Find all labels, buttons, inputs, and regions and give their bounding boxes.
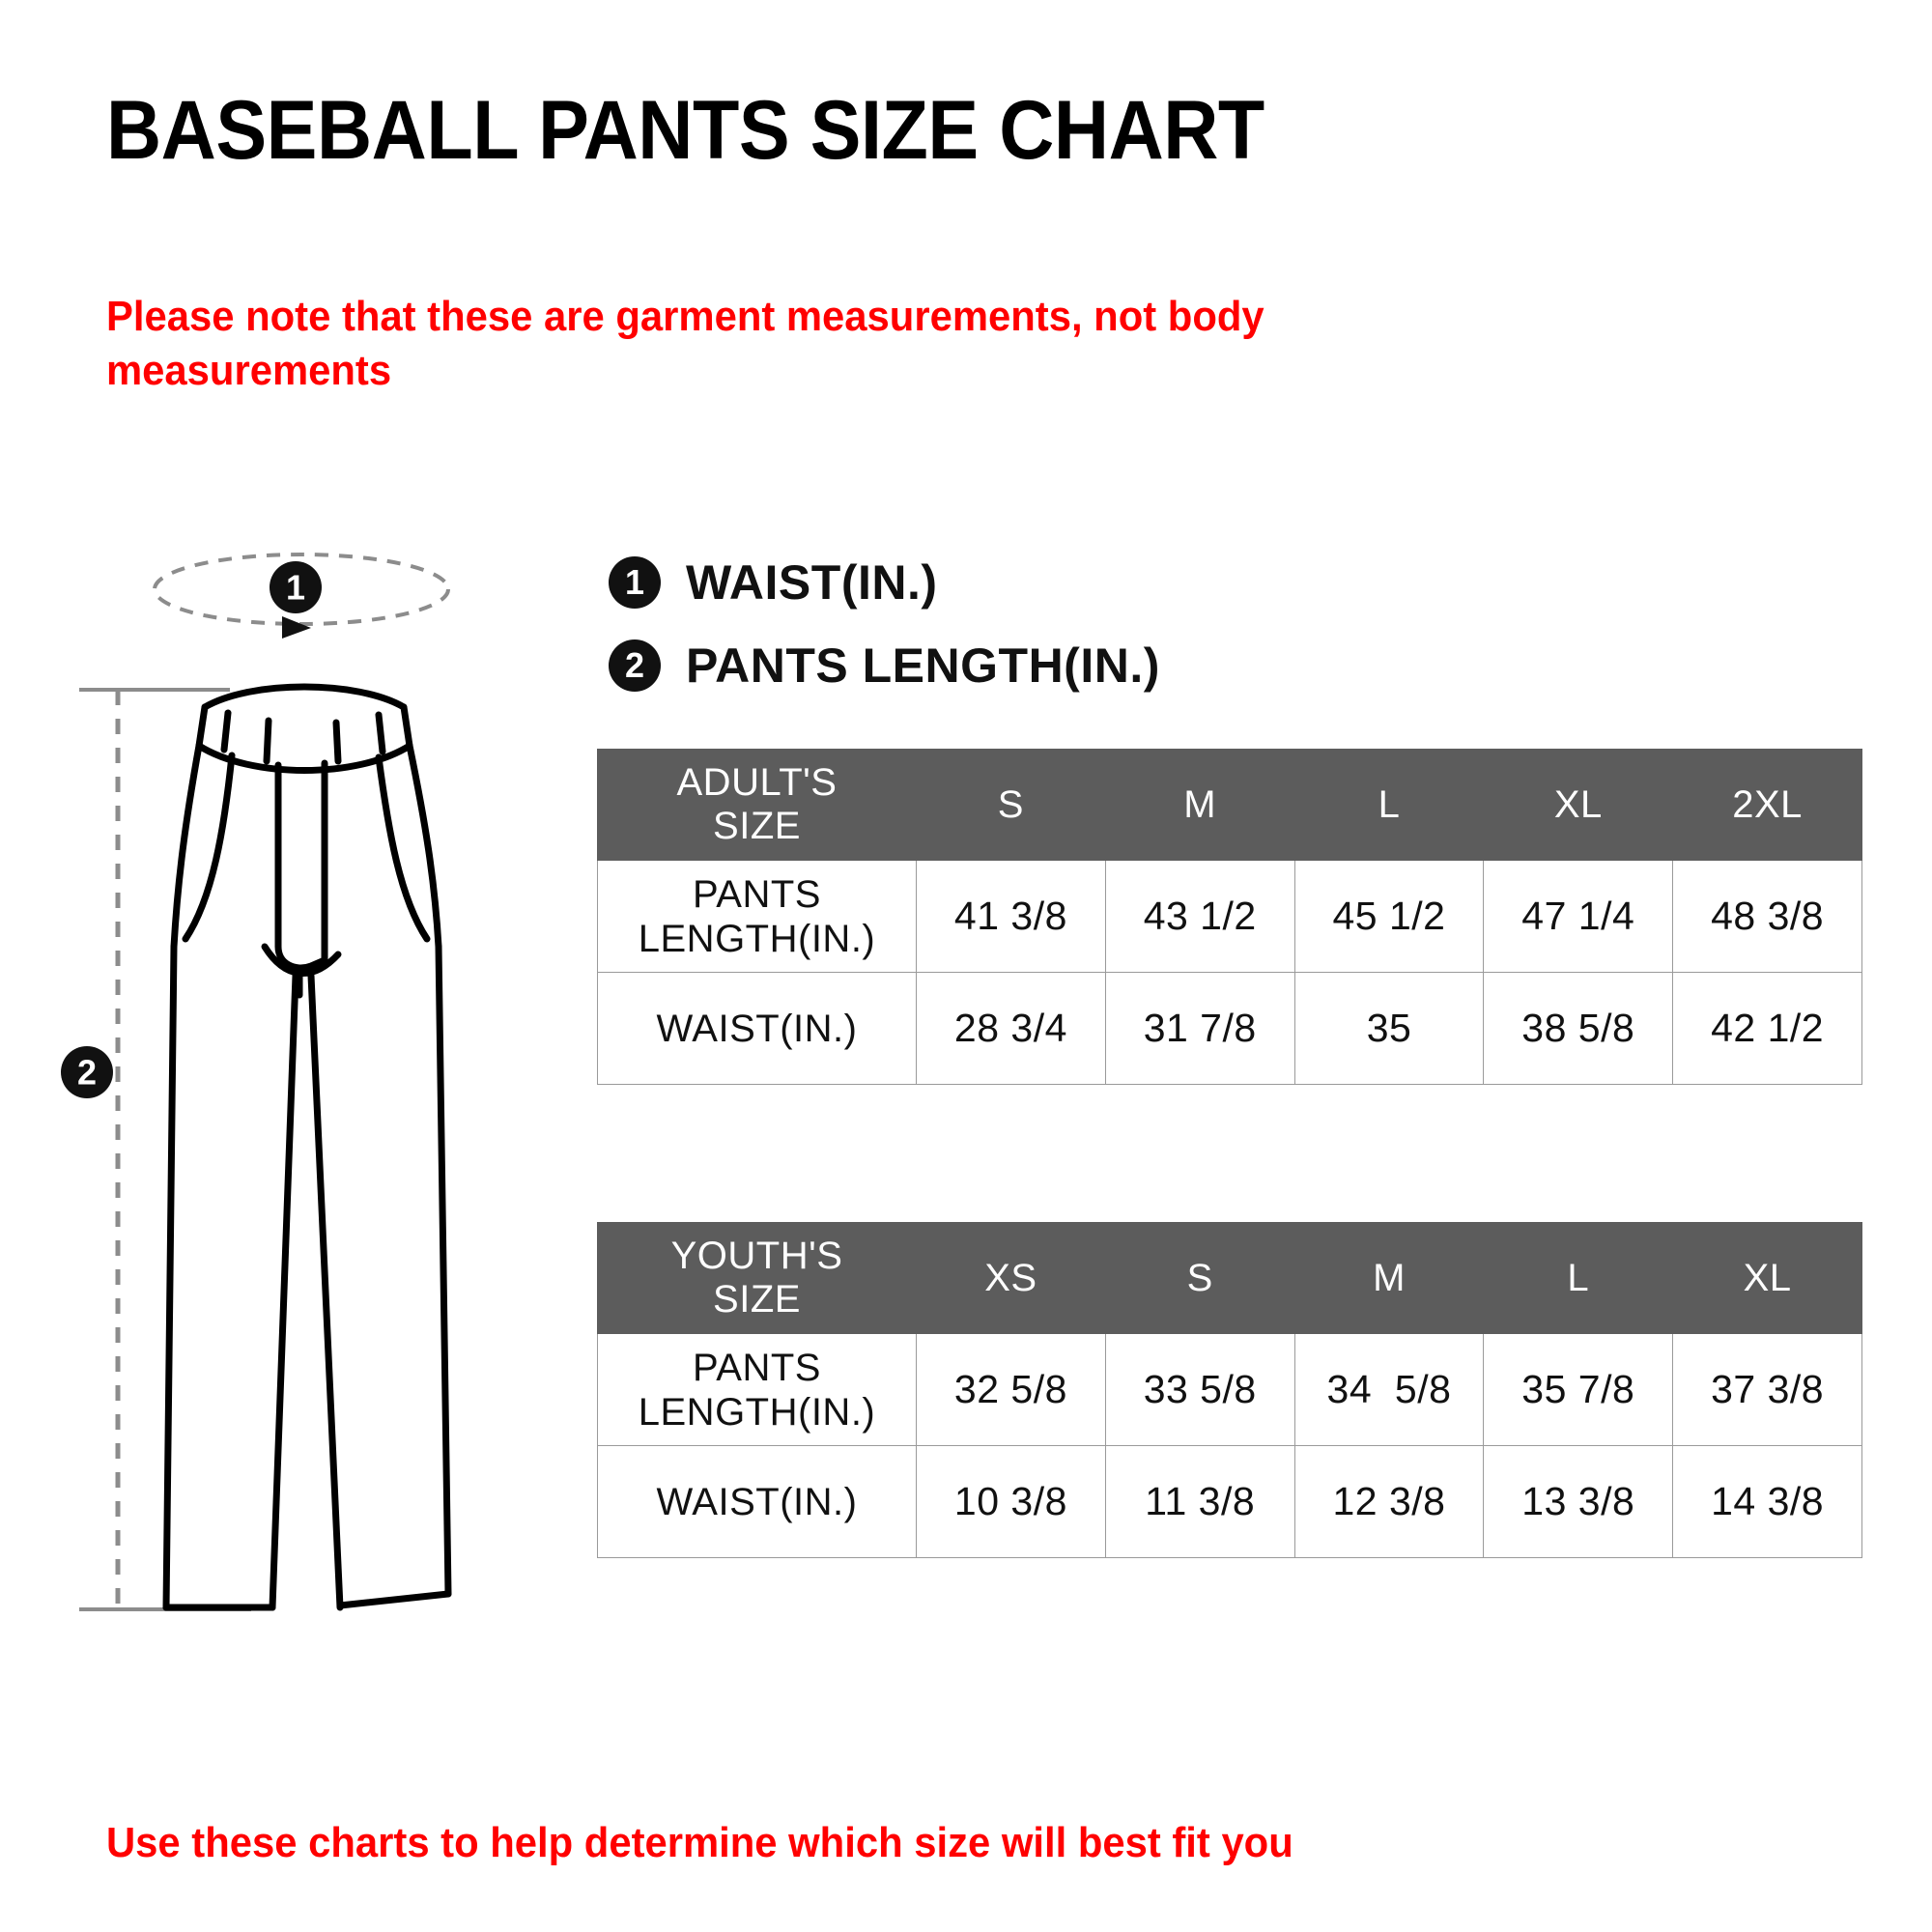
baseball-pants-outline-icon: 1 2: [61, 553, 452, 1611]
garment-measurement-note: Please note that these are garment measu…: [106, 293, 1264, 395]
adult-size-table: ADULT'S SIZE S M L XL 2XL PANTS LENGTH(IN.…: [597, 749, 1862, 1085]
youth-col-header-m: M: [1293, 1222, 1485, 1334]
youth-row-label-waist: WAIST(IN.): [597, 1445, 917, 1558]
youth-size-table: YOUTH'S SIZE XS S M L XL PANTS LENGTH(IN.)…: [597, 1222, 1862, 1558]
legend-marker-1-icon: 1: [609, 556, 661, 609]
adult-col-header-xl: XL: [1483, 749, 1674, 861]
youth-pants-length-xs: 32 5/8: [916, 1333, 1106, 1446]
youth-waist-s: 11 3/8: [1104, 1445, 1295, 1558]
adult-row-label-pants-length: PANTS LENGTH(IN.): [597, 860, 917, 973]
youth-col-header-xs: XS: [916, 1222, 1106, 1334]
adult-col-header-l: L: [1293, 749, 1485, 861]
youth-pants-length-xl: 37 3/8: [1672, 1333, 1862, 1446]
footer-note: Use these charts to help determine which…: [106, 1819, 1293, 1866]
adult-col-header-2xl: 2XL: [1672, 749, 1862, 861]
table-header-row: YOUTH'S SIZE XS S M L XL: [597, 1222, 1862, 1334]
adult-pants-length-2xl: 48 3/8: [1672, 860, 1862, 973]
adult-size-header: ADULT'S SIZE: [597, 749, 917, 861]
measurement-legend: 1 WAIST(IN.) 2 PANTS LENGTH(IN.): [609, 541, 1160, 707]
page-title: BASEBALL PANTS SIZE CHART: [106, 84, 1264, 177]
adult-waist-xl: 38 5/8: [1483, 972, 1674, 1085]
table-header-row: ADULT'S SIZE S M L XL 2XL: [597, 749, 1862, 861]
adult-col-header-s: S: [916, 749, 1106, 861]
length-marker-2-icon: 2: [61, 1046, 113, 1098]
adult-row-label-waist: WAIST(IN.): [597, 972, 917, 1085]
waist-marker-1-icon: 1: [270, 561, 322, 613]
legend-marker-2-icon: 2: [609, 639, 661, 692]
adult-waist-m: 31 7/8: [1104, 972, 1295, 1085]
adult-col-header-m: M: [1104, 749, 1295, 861]
legend-label-pants-length: PANTS LENGTH(IN.): [686, 639, 1160, 693]
waist-dashed-ellipse-icon: [153, 553, 450, 639]
adult-waist-s: 28 3/4: [916, 972, 1106, 1085]
legend-item-pants-length: 2 PANTS LENGTH(IN.): [609, 624, 1160, 707]
youth-waist-xl: 14 3/8: [1672, 1445, 1862, 1558]
adult-pants-length-m: 43 1/2: [1104, 860, 1295, 973]
svg-text:2: 2: [77, 1053, 97, 1093]
youth-col-header-l: L: [1483, 1222, 1674, 1334]
youth-size-header: YOUTH'S SIZE: [597, 1222, 917, 1334]
youth-col-header-xl: XL: [1672, 1222, 1862, 1334]
table-row: PANTS LENGTH(IN.) 32 5/8 33 5/8 34 5/8 35…: [597, 1333, 1862, 1446]
svg-text:1: 1: [286, 568, 305, 608]
legend-item-waist: 1 WAIST(IN.): [609, 541, 1160, 624]
adult-waist-2xl: 42 1/2: [1672, 972, 1862, 1085]
youth-pants-length-m: 34 5/8: [1293, 1333, 1485, 1446]
youth-table-header: YOUTH'S SIZE XS S M L XL: [597, 1222, 1862, 1334]
table-row: WAIST(IN.) 10 3/8 11 3/8 12 3/8 13 3/8 1…: [597, 1445, 1862, 1558]
adult-pants-length-l: 45 1/2: [1293, 860, 1485, 973]
youth-waist-m: 12 3/8: [1293, 1445, 1485, 1558]
legend-label-waist: WAIST(IN.): [686, 555, 938, 610]
youth-waist-xs: 10 3/8: [916, 1445, 1106, 1558]
youth-pants-length-l: 35 7/8: [1483, 1333, 1674, 1446]
youth-pants-length-s: 33 5/8: [1104, 1333, 1295, 1446]
table-row: PANTS LENGTH(IN.) 41 3/8 43 1/2 45 1/2 47…: [597, 860, 1862, 973]
youth-row-label-pants-length: PANTS LENGTH(IN.): [597, 1333, 917, 1446]
youth-waist-l: 13 3/8: [1483, 1445, 1674, 1558]
adult-pants-length-xl: 47 1/4: [1483, 860, 1674, 973]
adult-pants-length-s: 41 3/8: [916, 860, 1106, 973]
adult-table-header: ADULT'S SIZE S M L XL 2XL: [597, 749, 1862, 861]
adult-waist-l: 35: [1293, 972, 1485, 1085]
table-row: WAIST(IN.) 28 3/4 31 7/8 35 38 5/8 42 1/…: [597, 972, 1862, 1085]
youth-col-header-s: S: [1104, 1222, 1295, 1334]
